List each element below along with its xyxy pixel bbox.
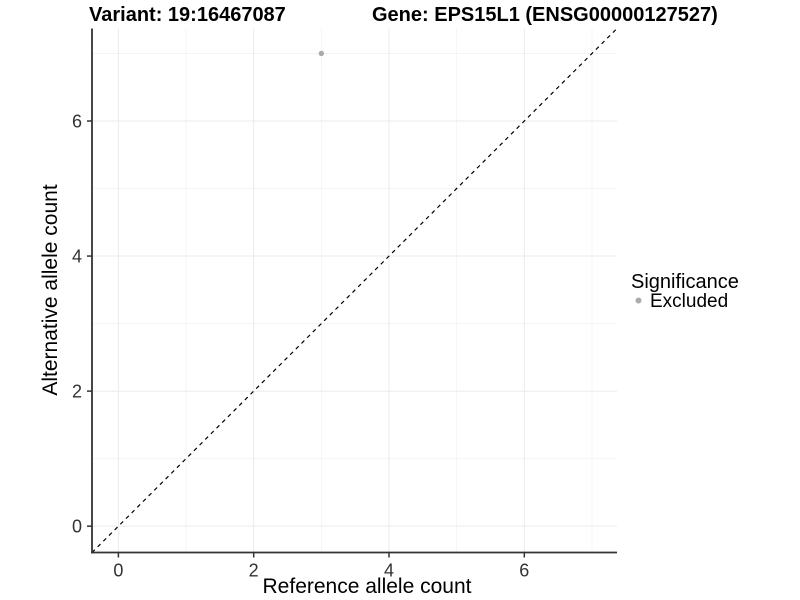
dashed-identity-line	[91, 28, 618, 553]
x-tick-label: 6	[519, 561, 529, 581]
x-axis-title: Reference allele count	[263, 575, 472, 598]
y-tick-label: 0	[72, 517, 82, 537]
tick-labels: 0 2 4 6 0 2 4 6	[72, 112, 529, 581]
data-point	[318, 50, 325, 57]
y-tick-label: 4	[72, 247, 82, 267]
y-tick-label: 6	[72, 112, 82, 132]
x-tick-label: 2	[249, 561, 259, 581]
plot-title-gene: Gene: EPS15L1 (ENSG00000127527)	[372, 4, 718, 26]
axis-lines	[91, 28, 617, 554]
legend-item-label-excluded: Excluded	[650, 291, 728, 312]
tick-marks	[87, 120, 526, 558]
legend-title: Significance	[631, 271, 739, 293]
plot-title-variant: Variant: 19:16467087	[89, 4, 286, 26]
minor-gridlines	[92, 28, 617, 553]
x-tick-label: 4	[384, 561, 394, 581]
identity-reference-line	[91, 28, 618, 553]
major-gridlines	[92, 28, 617, 553]
y-axis-title: Alternative allele count	[39, 184, 62, 395]
x-tick-label: 0	[113, 561, 123, 581]
legend-key-point-icon	[635, 297, 642, 304]
legend: Significance Excluded	[631, 271, 739, 312]
y-tick-label: 2	[72, 382, 82, 402]
data-points	[318, 50, 325, 57]
